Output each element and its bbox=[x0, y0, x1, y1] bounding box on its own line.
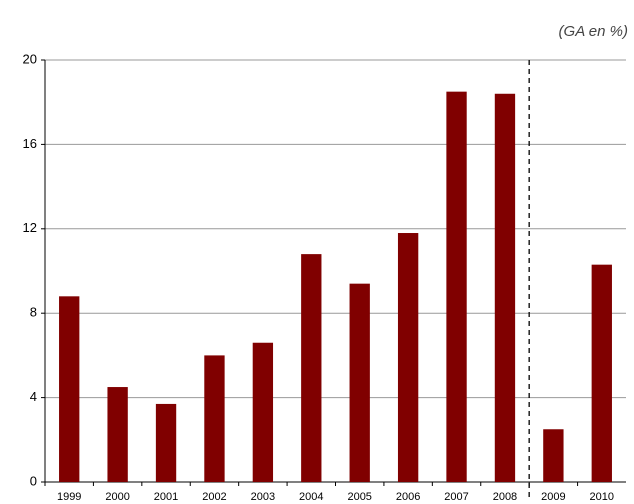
bar bbox=[591, 264, 612, 482]
bar bbox=[204, 355, 225, 482]
bar bbox=[397, 233, 419, 482]
x-tick-label: 2004 bbox=[299, 491, 323, 503]
bar bbox=[349, 283, 370, 482]
x-tick-label: 2002 bbox=[202, 491, 226, 503]
y-tick-label: 4 bbox=[30, 389, 37, 404]
x-tick-label: 2005 bbox=[347, 491, 371, 503]
y-tick-label: 8 bbox=[30, 305, 37, 320]
bar bbox=[543, 429, 564, 482]
bar bbox=[107, 387, 128, 482]
x-tick-label: 2006 bbox=[396, 491, 420, 503]
x-tick-label: 1999 bbox=[57, 491, 81, 503]
bar bbox=[252, 342, 274, 482]
y-tick-label: 12 bbox=[23, 220, 37, 235]
x-tick-label: 2003 bbox=[251, 491, 275, 503]
x-tick-label: 2000 bbox=[105, 491, 129, 503]
x-tick-label: 2009 bbox=[541, 491, 565, 503]
y-tick-label: 16 bbox=[23, 136, 37, 151]
chart-subtitle: (GA en %) bbox=[559, 23, 628, 40]
bar bbox=[59, 296, 80, 482]
x-tick-label: 2007 bbox=[444, 491, 468, 503]
y-tick-label: 0 bbox=[30, 473, 37, 488]
bar bbox=[301, 254, 322, 482]
bar bbox=[155, 403, 177, 482]
bar bbox=[446, 91, 467, 483]
x-tick-label: 2010 bbox=[590, 491, 614, 503]
x-tick-label: 2008 bbox=[493, 491, 517, 503]
y-tick-label: 20 bbox=[23, 51, 37, 66]
bar bbox=[494, 93, 516, 482]
x-tick-label: 2001 bbox=[154, 491, 178, 503]
